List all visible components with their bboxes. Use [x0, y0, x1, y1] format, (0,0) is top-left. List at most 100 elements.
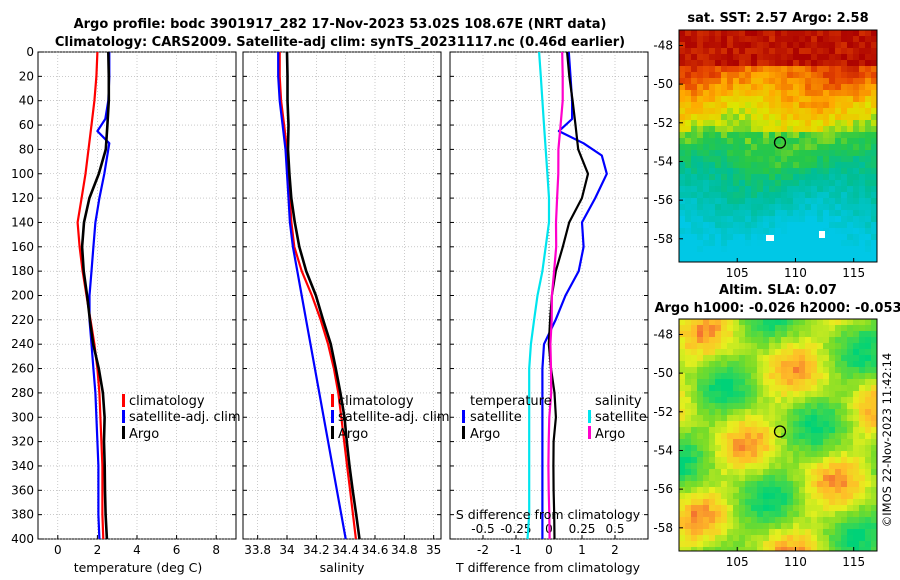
sla-cell	[823, 373, 829, 379]
sla-cell	[769, 481, 775, 487]
sla-cell	[691, 541, 697, 547]
sst-cell	[871, 252, 877, 258]
sla-cell	[799, 421, 805, 427]
sst-cell	[799, 246, 805, 252]
sst-cell	[829, 228, 835, 234]
y-tick-label: 400	[11, 532, 34, 546]
sst-cell	[823, 96, 829, 102]
sst-cell	[715, 54, 721, 60]
sst-cell	[805, 246, 811, 252]
sla-cell	[757, 547, 763, 551]
sst-cell	[829, 210, 835, 216]
sst-cell	[847, 216, 853, 222]
map-x-tick-label: 115	[842, 266, 865, 280]
sla-cell	[709, 331, 715, 337]
sst-cell	[733, 120, 739, 126]
sla-cell	[685, 343, 691, 349]
sla-cell	[775, 529, 781, 535]
sst-cell	[709, 138, 715, 144]
sla-cell	[679, 379, 685, 385]
sla-cell	[871, 439, 877, 445]
sst-cell	[793, 252, 799, 258]
sst-cell	[691, 162, 697, 168]
sst-cell	[805, 126, 811, 132]
sst-cell	[679, 252, 685, 258]
sst-cell	[745, 216, 751, 222]
sla-cell	[805, 391, 811, 397]
sla-cell	[691, 463, 697, 469]
sst-cell	[691, 210, 697, 216]
sla-cell	[679, 457, 685, 463]
sla-cell	[679, 469, 685, 475]
sla-cell	[709, 481, 715, 487]
sla-cell	[811, 457, 817, 463]
sst-cell	[871, 132, 877, 138]
sst-cell	[697, 84, 703, 90]
legend-sal-satellite: satellite	[595, 410, 647, 425]
sst-cell	[691, 102, 697, 108]
sla-cell	[733, 433, 739, 439]
sla-cell	[715, 487, 721, 493]
sla-cell	[727, 457, 733, 463]
sla-cell	[733, 343, 739, 349]
sst-cell	[811, 210, 817, 216]
sla-cell	[841, 319, 847, 325]
sla-cell	[751, 379, 757, 385]
sst-cell	[739, 30, 745, 36]
sst-cell	[679, 150, 685, 156]
sla-cell	[871, 373, 877, 379]
sst-cell	[775, 240, 781, 246]
sst-cell	[787, 66, 793, 72]
sla-cell	[823, 349, 829, 355]
top-x-tick-label: -0.5	[471, 522, 494, 536]
sst-cell	[685, 48, 691, 54]
sst-cell	[865, 72, 871, 78]
sst-cell	[733, 60, 739, 66]
sst-cell	[787, 168, 793, 174]
sla-cell	[703, 433, 709, 439]
sst-cell	[727, 78, 733, 84]
sst-cell	[715, 216, 721, 222]
sst-cell	[781, 84, 787, 90]
sst-cell	[823, 66, 829, 72]
sla-cell	[727, 427, 733, 433]
sla-cell	[865, 379, 871, 385]
sst-cell	[703, 120, 709, 126]
sst-map-title: sat. SST: 2.57 Argo: 2.58	[687, 11, 868, 26]
sla-cell	[769, 325, 775, 331]
sst-cell	[835, 204, 841, 210]
sst-cell	[805, 210, 811, 216]
sla-cell	[811, 499, 817, 505]
sst-cell	[835, 168, 841, 174]
sla-cell	[745, 421, 751, 427]
sla-cell	[859, 427, 865, 433]
sst-cell	[859, 258, 865, 262]
sst-cell	[817, 216, 823, 222]
sla-cell	[757, 451, 763, 457]
sla-cell	[697, 367, 703, 373]
sst-cell	[757, 192, 763, 198]
sla-cell	[847, 523, 853, 529]
sst-cell	[823, 204, 829, 210]
sst-cell	[745, 66, 751, 72]
sla-cell	[721, 439, 727, 445]
sst-cell	[775, 138, 781, 144]
sla-cell	[775, 391, 781, 397]
sst-cell	[739, 216, 745, 222]
sla-cell	[871, 367, 877, 373]
sla-cell	[805, 523, 811, 529]
sst-cell	[787, 114, 793, 120]
sst-cell	[787, 60, 793, 66]
sst-cell	[811, 78, 817, 84]
sla-cell	[859, 529, 865, 535]
sst-cell	[727, 168, 733, 174]
sla-cell	[775, 349, 781, 355]
sst-cell	[727, 72, 733, 78]
sst-cell	[829, 180, 835, 186]
sla-cell	[799, 433, 805, 439]
sla-cell	[697, 481, 703, 487]
sla-cell	[709, 325, 715, 331]
sst-cell	[781, 66, 787, 72]
sst-cell	[745, 72, 751, 78]
sla-cell	[853, 487, 859, 493]
